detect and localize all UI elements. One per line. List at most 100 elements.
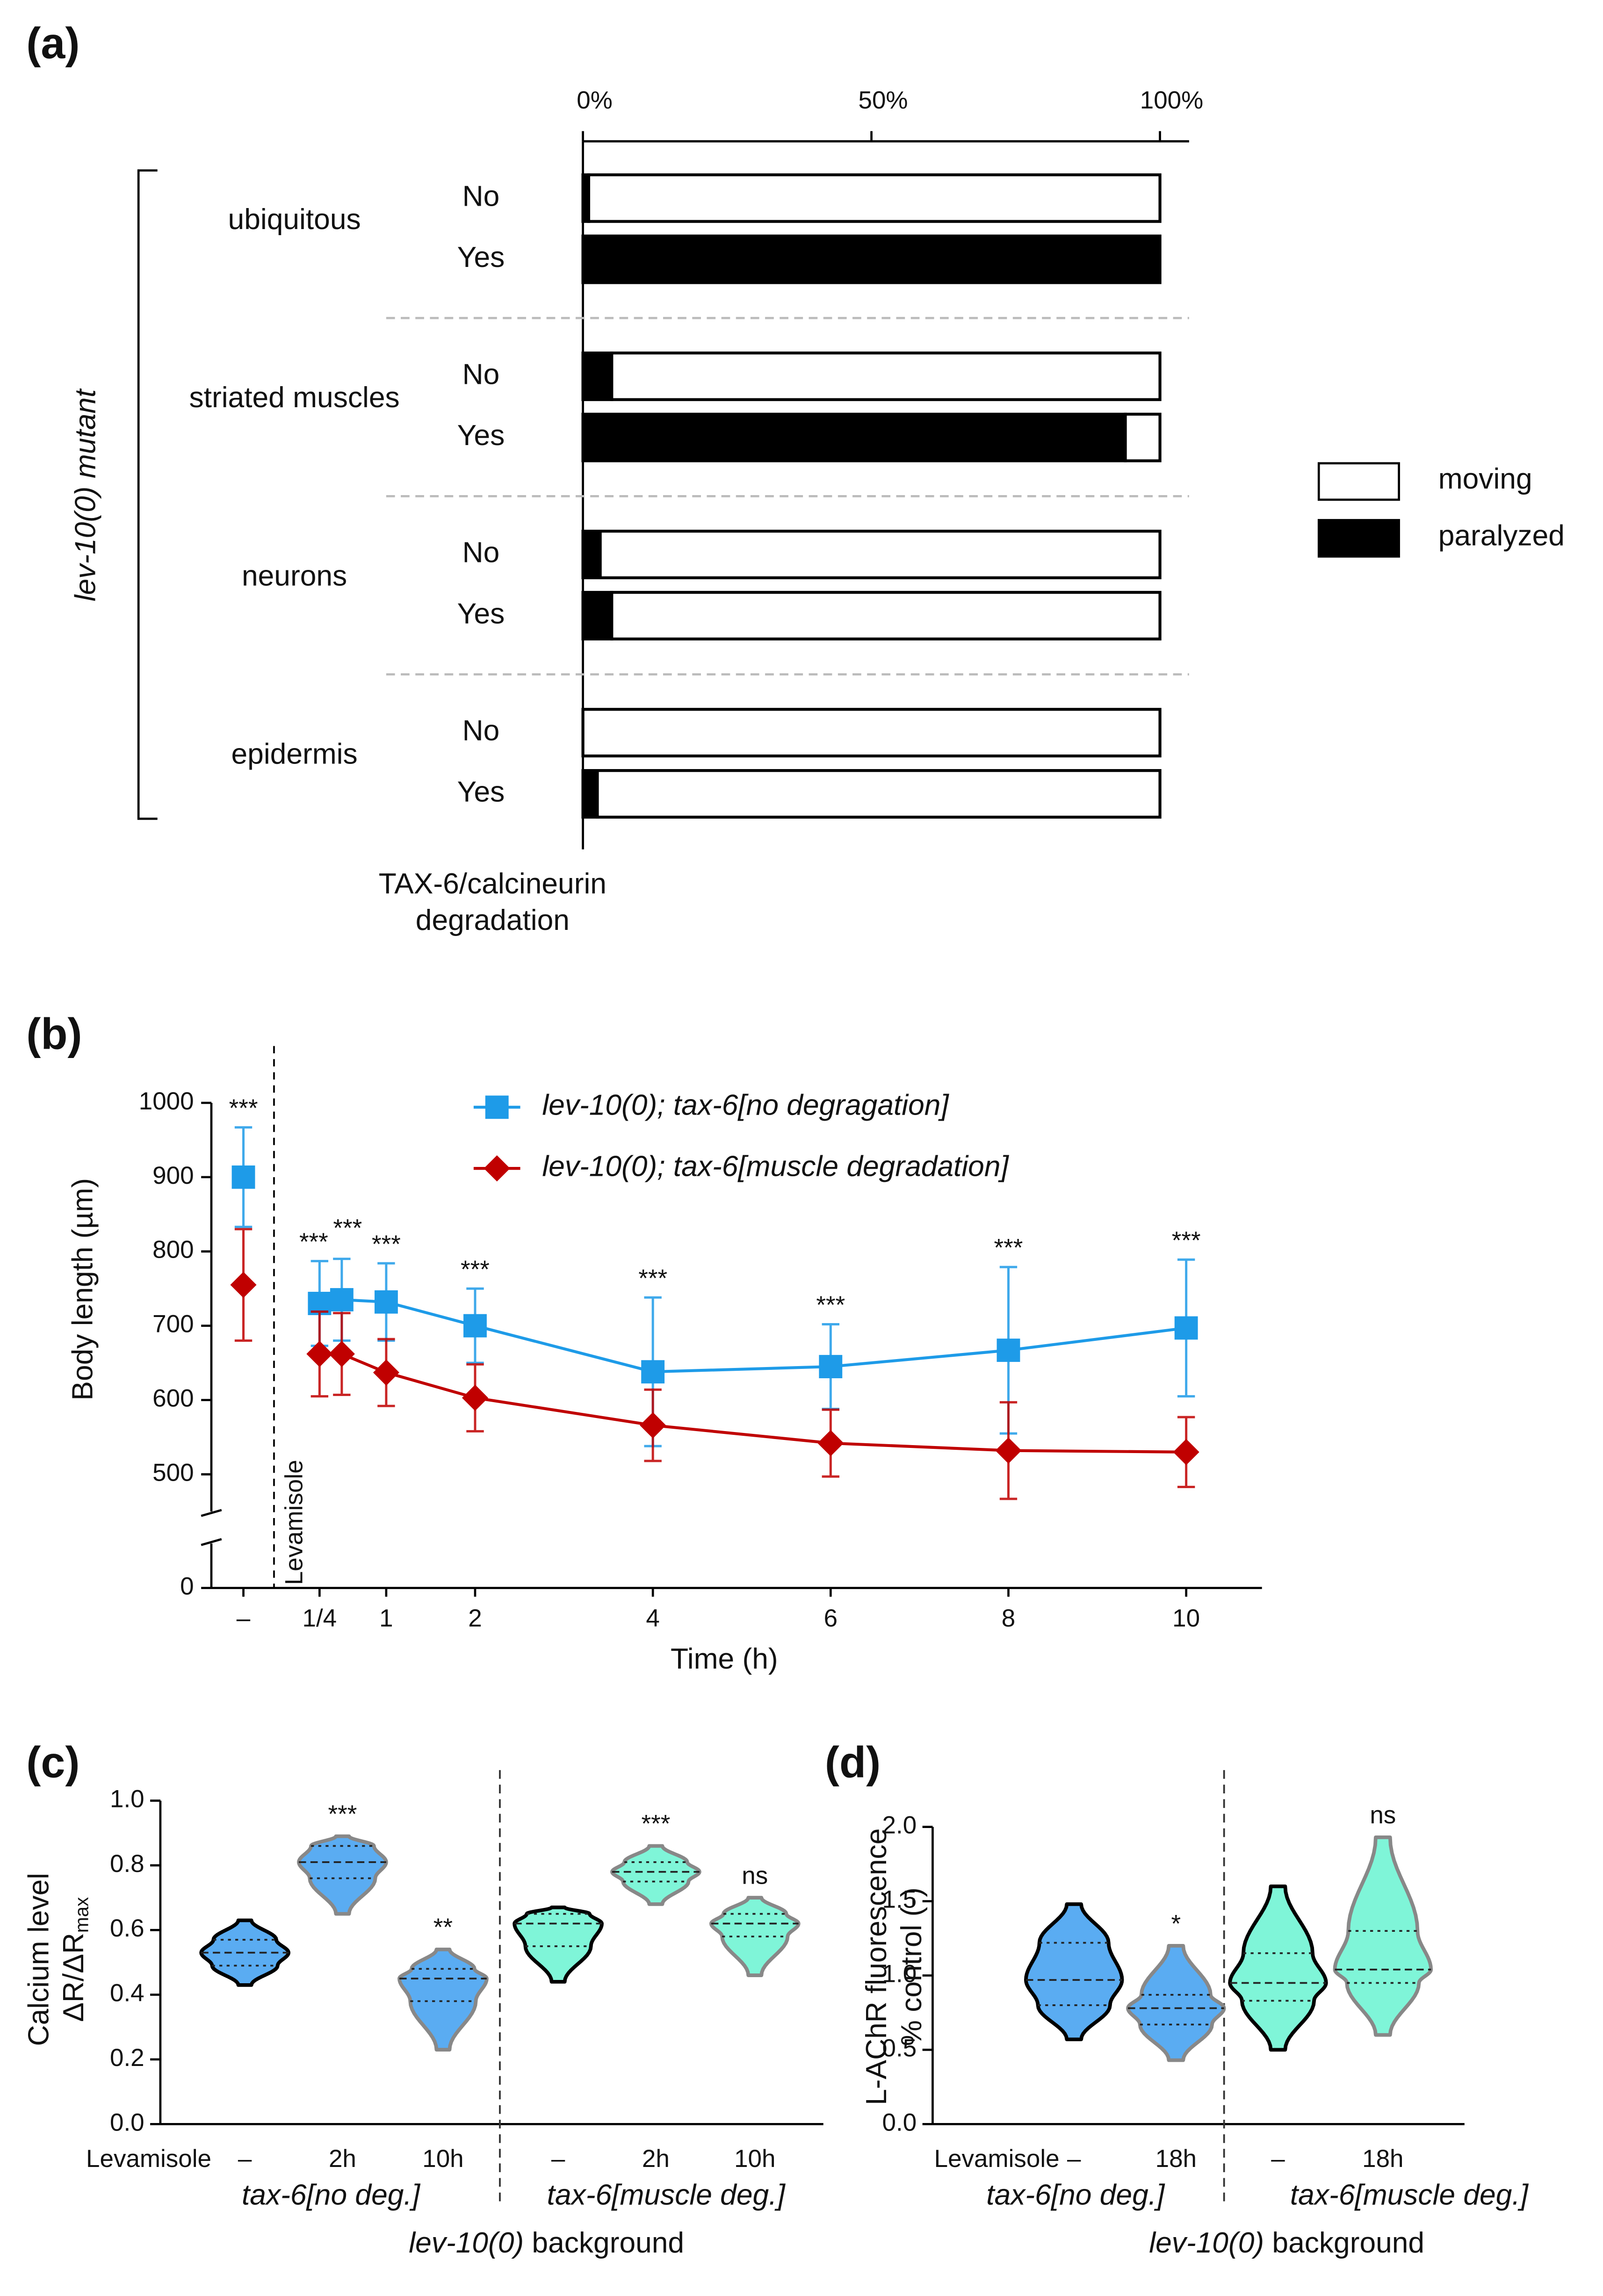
y-tick-label: 1000	[139, 1087, 194, 1115]
violin-body	[513, 1905, 604, 1984]
group-label: tax-6[no deg.]	[986, 2179, 1165, 2211]
x-tick-label: 2h	[642, 2145, 670, 2173]
row-label: Yes	[457, 241, 505, 274]
significance: ***	[461, 1256, 490, 1283]
legend-label: lev-10(0); tax-6[no degragation]	[542, 1089, 949, 1122]
bar-segment	[581, 412, 1127, 462]
bracket	[137, 169, 158, 820]
legend-swatch	[1317, 519, 1400, 558]
x-tick-label: 18h	[1155, 2145, 1197, 2173]
y-tick-label: 1.0	[110, 1785, 144, 1813]
significance: ***	[641, 1810, 670, 1838]
group-label: epidermis	[231, 738, 358, 770]
marker	[463, 1314, 487, 1338]
bar-segment	[599, 530, 1162, 579]
legend-marker	[485, 1095, 509, 1119]
x-tick-label: 50%	[858, 86, 908, 114]
x-tick-label: –	[237, 1605, 251, 1632]
y-tick-label: 1.5	[882, 1886, 917, 1914]
marker	[374, 1290, 398, 1314]
y-axis-label: Body length (µm)	[66, 1178, 99, 1401]
marker	[373, 1359, 399, 1386]
marker	[641, 1360, 665, 1384]
violin-body	[1228, 1884, 1328, 2052]
group-label: tax-6[no deg.]	[242, 2179, 421, 2211]
significance: **	[433, 1914, 453, 1941]
row-label: Levamisole	[934, 2145, 1060, 2173]
y-axis-label-part: L-AChR fluorescence	[861, 1828, 893, 2105]
y-tick-label: 2.0	[882, 1812, 917, 1839]
y-axis-label-part: % control (-)	[895, 1887, 928, 2046]
bar-segment	[587, 173, 1162, 223]
x-tick-label: 10h	[734, 2145, 775, 2173]
axis-break	[201, 1538, 222, 1546]
x-tick-label: –	[551, 2145, 565, 2173]
y-axis-label: ΔR/ΔRmax	[58, 1897, 93, 2022]
panel-label: (c)	[26, 1737, 79, 1786]
y-tick-label: 500	[152, 1459, 194, 1487]
significance: ***	[816, 1291, 845, 1319]
row-label: Yes	[457, 776, 505, 808]
y-tick-label: 700	[152, 1310, 194, 1338]
x-tick-label: 6	[824, 1605, 838, 1632]
panel-label: (a)	[26, 18, 79, 67]
row-label: No	[462, 536, 500, 569]
significance: ns	[1370, 1801, 1396, 1829]
footer-label: lev-10(0) background	[1149, 2227, 1424, 2259]
x-tick-label: 1/4	[303, 1605, 337, 1632]
panel-label: (d)	[825, 1737, 881, 1786]
y-axis-label: L-AChR fluorescence	[861, 1828, 893, 2105]
panel-label: (b)	[26, 1009, 82, 1058]
significance: ***	[328, 1800, 357, 1828]
y-axis-label-subscript: max	[71, 1897, 92, 1933]
violin-body	[610, 1844, 701, 1906]
y-tick-label: 0.2	[110, 2044, 144, 2072]
legend-label: paralyzed	[1438, 519, 1565, 552]
footer-label: lev-10(0) background	[409, 2227, 684, 2259]
significance: ns	[742, 1862, 768, 1889]
legend-swatch	[1317, 462, 1400, 501]
marker	[819, 1355, 843, 1379]
y-tick-label: 0.5	[882, 2034, 917, 2062]
x-tick-label: –	[1271, 2145, 1285, 2173]
significance: ***	[372, 1231, 401, 1258]
bar-segment	[581, 708, 1162, 758]
x-tick-label: 4	[646, 1605, 659, 1632]
significance: ***	[333, 1214, 362, 1242]
y-axis-label-part: ΔR/ΔR	[58, 1933, 90, 2022]
group-label: ubiquitous	[228, 203, 361, 236]
x-axis-label: Time (h)	[671, 1643, 778, 1675]
bar-segment	[1124, 412, 1162, 462]
x-tick-label: 10	[1172, 1605, 1200, 1632]
violin-body	[1333, 1835, 1433, 2037]
x-tick-label: 0%	[577, 86, 613, 114]
bar-segment	[610, 351, 1162, 401]
x-tick-label: –	[1067, 2145, 1081, 2173]
y-axis-label: lev-10(0) mutant	[70, 388, 102, 601]
group-label: tax-6[muscle deg.]	[1290, 2179, 1529, 2211]
marker	[1174, 1316, 1198, 1340]
bar-segment	[581, 530, 602, 579]
row-label: No	[462, 358, 500, 390]
x-tick-label: 2	[468, 1605, 482, 1632]
y-tick-label: 0.0	[110, 2109, 144, 2136]
x-tick-label: 18h	[1362, 2145, 1403, 2173]
y-axis-label-part: Calcium level	[23, 1873, 55, 2046]
row-label: Levamisole	[86, 2145, 211, 2173]
significance: ***	[299, 1228, 328, 1256]
x-axis-label: degradation	[416, 904, 570, 936]
y-tick-label: 0	[180, 1573, 194, 1600]
row-label: No	[462, 715, 500, 747]
axis-break	[201, 1509, 222, 1517]
group-label: tax-6[muscle deg.]	[547, 2179, 786, 2211]
x-tick-label: 1	[379, 1605, 393, 1632]
significance: ***	[638, 1265, 667, 1292]
violin-body	[1126, 1943, 1226, 2062]
violin-body	[397, 1947, 489, 2052]
footer-italic: lev-10(0)	[1149, 2227, 1264, 2259]
footer-text: background	[1264, 2227, 1424, 2259]
significance: ***	[1172, 1227, 1201, 1254]
x-tick-label: –	[238, 2145, 252, 2173]
group-label: neurons	[242, 560, 347, 592]
